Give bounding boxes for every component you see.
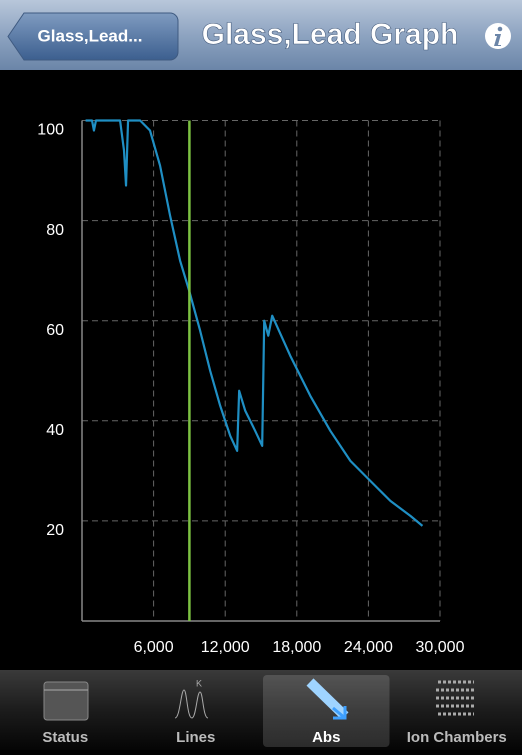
x-tick-label: 24,000 — [344, 639, 393, 656]
y-tick-label: 20 — [46, 522, 64, 539]
tabs: Status Lines Abs Ion Chambers — [42, 675, 507, 747]
line — [85, 119, 424, 527]
nav-title: Glass,Lead Graph — [202, 18, 459, 51]
chart: 20 40 60 80 100 6,000 12,000 18,000 24,000 30,000 — [37, 119, 465, 656]
tab-label[interactable]: Status — [42, 729, 88, 746]
tab-icons: K — [43, 678, 476, 721]
back-button[interactable] — [7, 12, 179, 61]
y-tick-label: 60 — [46, 322, 64, 339]
tab-label[interactable]: Lines — [176, 729, 215, 746]
x-tick-label: 12,000 — [201, 639, 250, 656]
tab-label[interactable]: Ion Chambers — [407, 729, 507, 746]
x-tick-label: 30,000 — [416, 639, 465, 656]
tab-label[interactable]: Abs — [312, 729, 340, 746]
y-tick-label: 100 — [37, 122, 64, 139]
y-tick-label: 40 — [46, 422, 64, 439]
tab-selected — [263, 675, 390, 747]
x-tick-label: 18,000 — [272, 639, 321, 656]
y-tick-label: 80 — [46, 222, 64, 239]
info-button[interactable] — [485, 23, 511, 49]
back-label[interactable]: Glass,Lead... — [38, 26, 143, 45]
svg-text:K: K — [196, 678, 202, 688]
x-tick-label: 6,000 — [134, 639, 174, 656]
